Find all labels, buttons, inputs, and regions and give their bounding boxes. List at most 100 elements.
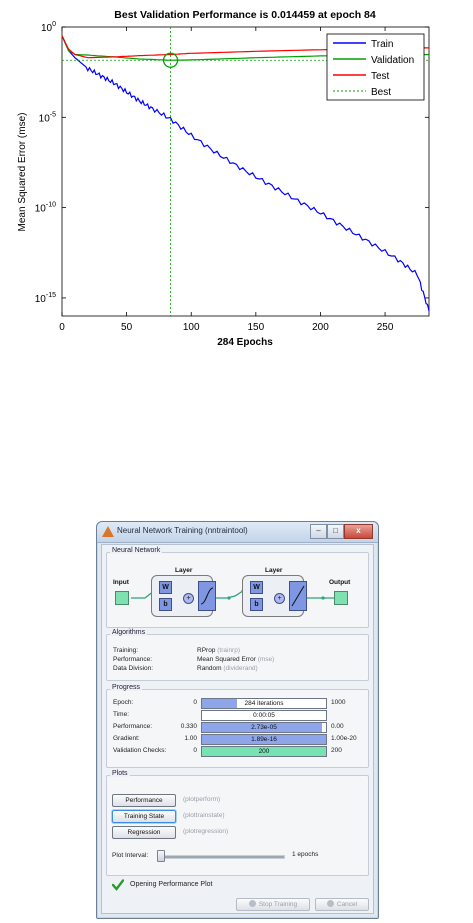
title-bar[interactable]: Neural Network Training (nntraintool) – … [97, 522, 378, 543]
performance-plot-button[interactable]: Performance [112, 794, 176, 807]
input-node [115, 591, 129, 605]
layer1-label: Layer [175, 567, 193, 574]
maximize-button[interactable]: □ [327, 524, 344, 539]
layer2-sum: + [274, 593, 285, 604]
plot-legend: Train Validation Test Best [326, 33, 425, 101]
performance-label: Performance: [113, 656, 153, 663]
y-tick-label: 10-5 [39, 111, 56, 124]
progress-bar-text: 2.73e-05 [251, 724, 277, 731]
neural-network-heading: Neural Network [110, 547, 163, 554]
progress-row-label: Epoch: [113, 699, 134, 706]
plot-axes: 0 50 100 150 200 250 100 10-5 10-10 10-15 [35, 21, 429, 333]
input-label: Input [113, 579, 129, 586]
regression-button[interactable]: Regression [112, 826, 176, 839]
plots-group: Plots Performance (plotperform) Training… [106, 770, 369, 876]
progress-bar-text: 284 iterations [244, 700, 284, 707]
y-tick-label: 100 [41, 21, 56, 34]
regression-hint: (plotregression) [183, 828, 229, 835]
progress-group: Progress Epoch: 0 284 iterations 1000 Time: 0… [106, 684, 369, 768]
progress-bar-fill [202, 735, 326, 744]
data-division-value: Random (dividerand) [197, 665, 258, 672]
y-tick-label: 10-10 [35, 202, 56, 215]
plot-interval-slider[interactable] [157, 850, 165, 862]
y-tick-label: 10-15 [35, 292, 56, 305]
layer1-bias: b [159, 598, 172, 611]
output-label: Output [329, 579, 351, 586]
progress-bar-fill [202, 747, 326, 756]
series-line-train [61, 35, 430, 312]
legend-entry: Train [371, 39, 393, 50]
plot-interval-label: Plot Interval: [112, 852, 149, 859]
training-state-button[interactable]: Training State [112, 810, 176, 823]
close-button[interactable]: x [344, 524, 373, 539]
layer2-label: Layer [265, 567, 283, 574]
training-value: RProp (trainrp) [197, 647, 241, 654]
legend-entry: Best [371, 87, 391, 98]
output-node [334, 591, 348, 605]
progress-bar: 284 iterations [201, 698, 327, 709]
x-tick-label: 250 [377, 322, 394, 333]
window-body: Neural Network Input Layer W b [101, 544, 374, 914]
progress-row-start: 0.330 [180, 723, 197, 730]
x-axis-label: 284 Epochs [217, 337, 273, 348]
progress-bar-fill [202, 723, 323, 732]
performance-value: Mean Squared Error (mse) [197, 656, 275, 663]
training-label: Training: [113, 647, 139, 654]
algorithms-heading: Algorithms [110, 629, 148, 636]
progress-row-start: 0 [193, 747, 197, 754]
layer1-sum: + [183, 593, 194, 604]
best-marker [162, 52, 179, 68]
progress-row-start: 1.00 [184, 735, 197, 742]
matlab-icon [102, 526, 114, 537]
legend-entry: Validation [371, 55, 414, 66]
neural-network-group: Neural Network Input Layer W b [106, 547, 369, 628]
y-axis-label: Mean Squared Error (mse) [17, 113, 28, 232]
progress-row-label: Validation Checks: [113, 747, 167, 754]
layer2-weights: W [250, 581, 263, 594]
window-title: Neural Network Training (nntraintool) [117, 526, 248, 535]
progress-row-label: Gradient: [113, 735, 140, 742]
progress-bar: 200 [201, 746, 327, 757]
x-tick-label: 200 [312, 322, 329, 333]
x-tick-label: 150 [247, 322, 264, 333]
progress-row-start: 0 [193, 699, 197, 706]
plots-heading: Plots [110, 770, 130, 777]
progress-bar-text: 1.89e-16 [251, 736, 277, 743]
performance-plot-hint: (plotperform) [183, 796, 221, 803]
progress-bar: 2.73e-05 [201, 722, 327, 733]
stop-training-button[interactable]: Stop Training [236, 898, 310, 911]
status-text: Opening Performance Plot [130, 881, 213, 888]
legend-box [326, 33, 425, 101]
progress-row-label: Time: [113, 711, 130, 718]
x-tick-label: 0 [59, 322, 65, 333]
progress-bar-fill [202, 699, 238, 708]
minimize-button[interactable]: – [310, 524, 327, 539]
plot-interval-track[interactable] [157, 855, 285, 859]
progress-row-end: 0.00 [331, 723, 344, 730]
progress-heading: Progress [110, 684, 143, 691]
plot-title: Best Validation Performance is 0.014459 … [114, 9, 376, 21]
performance-plot: Best Validation Performance is 0.014459 … [17, 9, 430, 348]
progress-row-end: 1000 [331, 699, 346, 706]
training-state-hint: (plottrainstate) [183, 812, 225, 819]
progress-bar: 0:00:05 [201, 710, 327, 721]
cancel-icon [326, 900, 334, 907]
stop-icon [248, 900, 256, 907]
checkmark-icon [112, 879, 124, 891]
x-tick-label: 100 [183, 322, 200, 333]
plot-interval-value: 1 epochs [292, 851, 319, 858]
layer2-transfer-function [289, 581, 307, 611]
x-tick-label: 50 [121, 322, 133, 333]
data-division-label: Data Division: [113, 665, 154, 672]
cancel-button[interactable]: Cancel [315, 898, 369, 911]
progress-row-end: 1.00e-20 [331, 735, 357, 742]
progress-bar-text: 200 [258, 748, 270, 755]
progress-row-end: 200 [331, 747, 342, 754]
network-connections [131, 586, 334, 605]
layer2-bias: b [250, 598, 263, 611]
layer1-weights: W [159, 581, 172, 594]
progress-bar-text: 0:00:05 [253, 712, 275, 719]
algorithms-group: Algorithms Training: RProp (trainrp) Per… [106, 629, 369, 681]
layer1-transfer-function [198, 581, 216, 611]
nntraintool-window: Neural Network Training (nntraintool) – … [96, 521, 379, 919]
